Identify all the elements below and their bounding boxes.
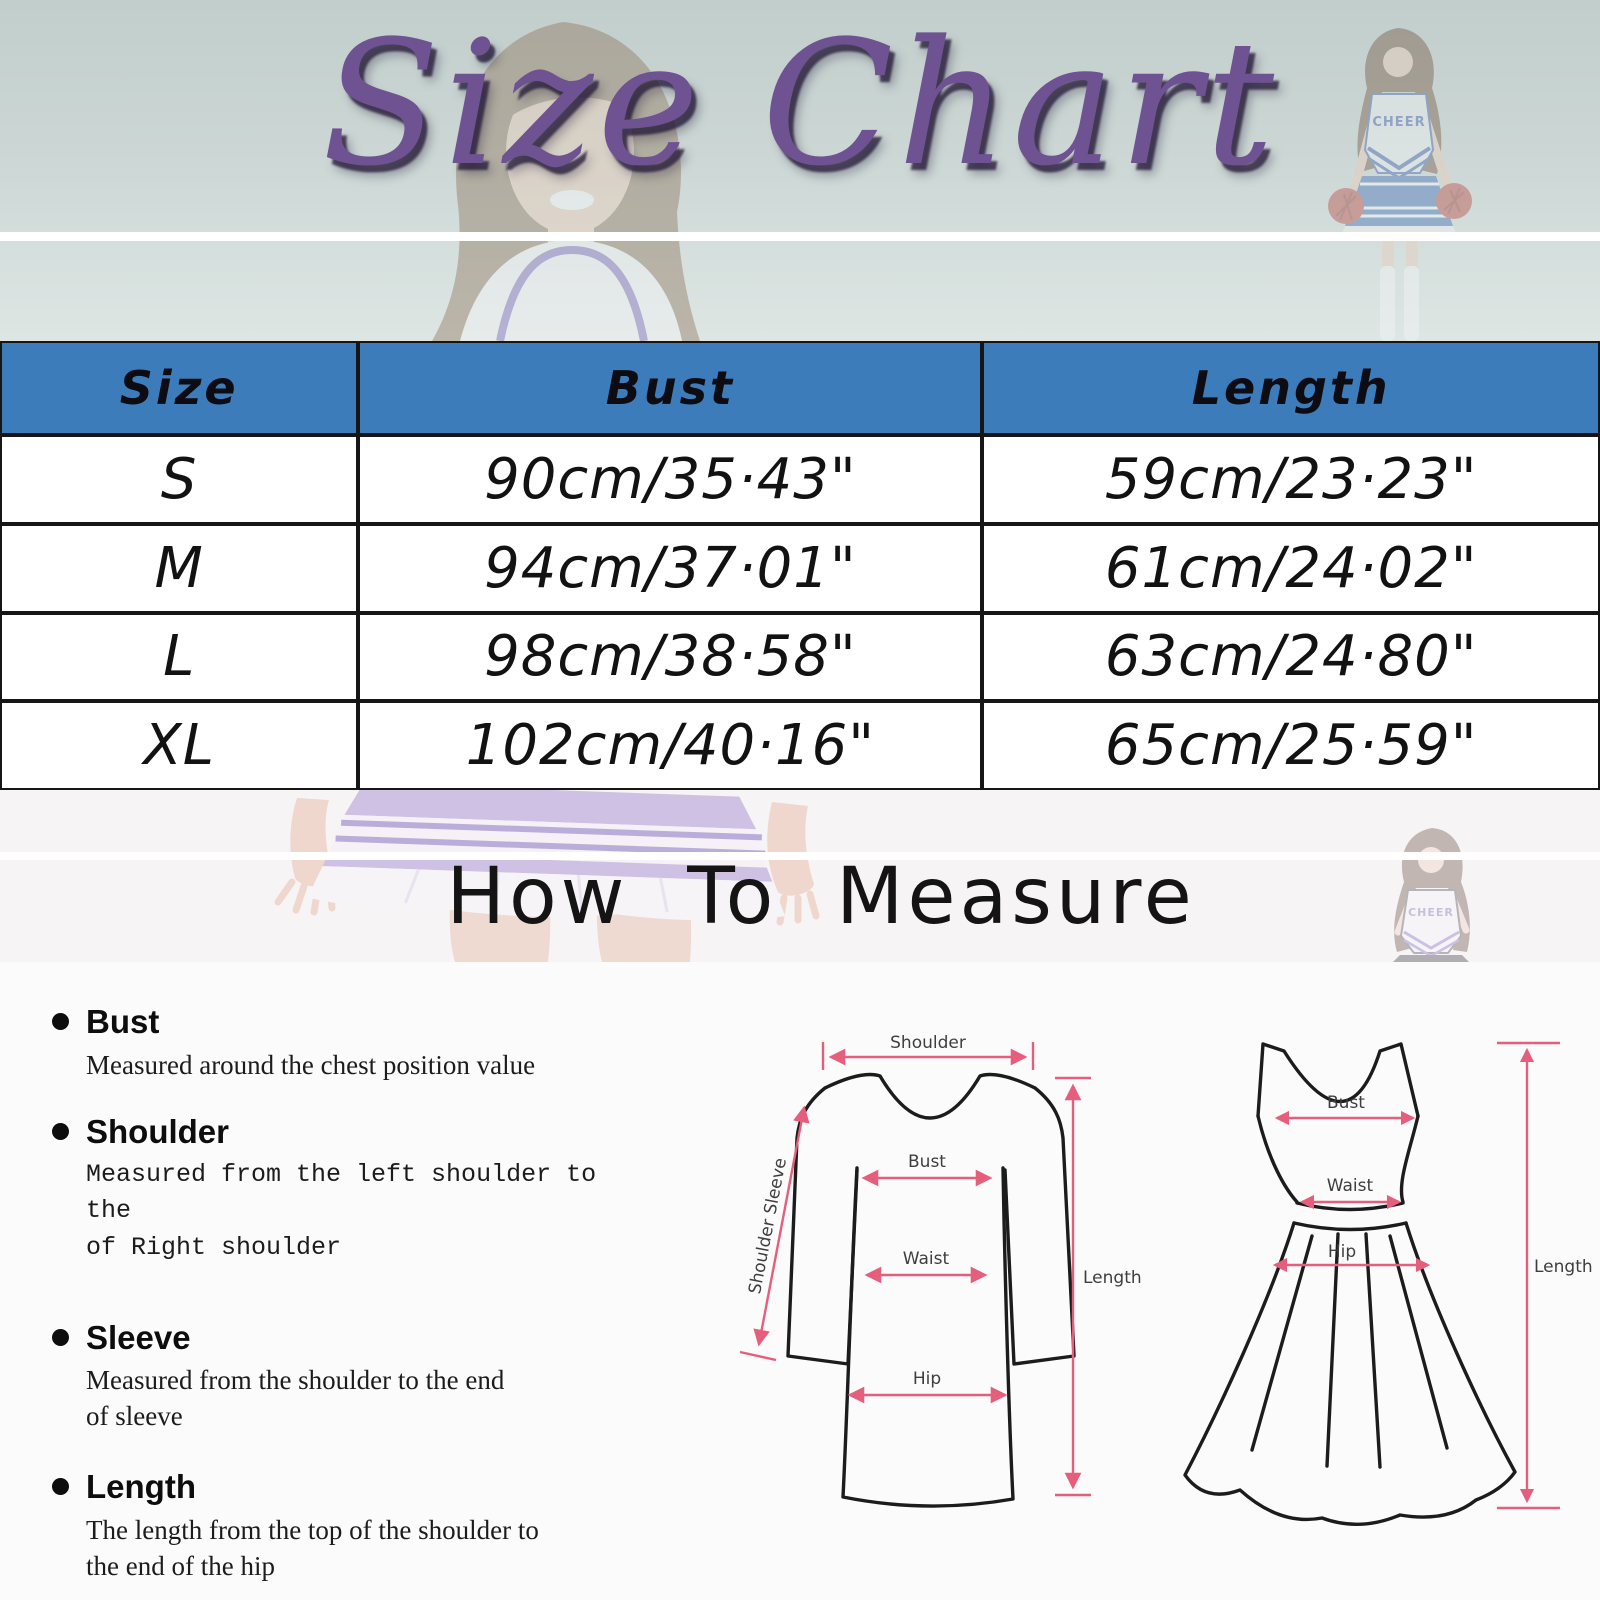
guide-item-label: Sleeve: [86, 1318, 191, 1356]
guide-item-desc: Measured from the left shoulder to the o…: [86, 1157, 648, 1266]
size-table-section: Size Bust Length S 90cm/35·43" 59cm/23·2…: [0, 341, 1600, 790]
cell-length: 59cm/23·23": [982, 435, 1600, 524]
length-label: Length: [1083, 1268, 1142, 1288]
cell-size: S: [0, 435, 359, 524]
cell-bust: 90cm/35·43": [358, 435, 983, 524]
desc-line: Measured from the shoulder to the end: [86, 1365, 505, 1396]
cell-length: 63cm/24·80": [982, 612, 1600, 702]
diagram-long-sleeve-dress: Shoulder Shoulder Sleeve Bust Waist Hip …: [739, 1033, 1142, 1508]
table-row-s: S 90cm/35·43" 59cm/23·23": [0, 435, 1600, 524]
header-cell-size: Size: [0, 341, 359, 435]
guide-item-length: Length The length from the top of the sh…: [48, 1467, 648, 1584]
hip-label: Hip: [1328, 1242, 1356, 1262]
desc-line: the end of the hip: [86, 1550, 275, 1581]
measure-arrows: [1272, 1041, 1560, 1510]
guide-item-label: Bust: [86, 1003, 160, 1040]
shoulder-label: Shoulder: [890, 1033, 966, 1053]
cell-length: 65cm/25·59": [982, 701, 1600, 790]
dress-outline: [786, 1072, 1076, 1508]
guide-item-sleeve: Sleeve Measured from the shoulder to the…: [48, 1318, 648, 1435]
waist-label: Waist: [903, 1249, 950, 1269]
header-cell-bust: Bust: [358, 341, 983, 435]
table-row-xl: XL 102cm/40·16" 65cm/25·59": [0, 701, 1600, 790]
bust-label: Bust: [1327, 1093, 1365, 1113]
jersey-text: CHEER: [1372, 115, 1425, 130]
guide-item-desc: Measured around the chest position value: [86, 1048, 648, 1084]
header-cell-length: Length: [982, 341, 1600, 435]
hero-decor-photos: CHEER: [432, 22, 1472, 341]
guide-item-desc: The length from the top of the shoulder …: [86, 1513, 648, 1585]
waist-label: Waist: [1327, 1176, 1374, 1196]
bullet-dot: [52, 1122, 69, 1140]
table-row-m: M 94cm/37·01" 61cm/24·02": [0, 523, 1600, 613]
measure-guide: Bust Measured around the chest position …: [48, 1002, 648, 1585]
cell-bust: 98cm/38·58": [358, 612, 983, 702]
cell-bust: 94cm/37·01": [358, 523, 983, 613]
jersey-text: CHEER: [1408, 906, 1454, 919]
guide-item-bust: Bust Measured around the chest position …: [48, 1002, 648, 1084]
cell-size: XL: [0, 701, 359, 790]
desc-line: of Right shoulder: [86, 1232, 342, 1262]
desc-line: The length from the top of the shoulder …: [86, 1514, 539, 1545]
length-label: Length: [1534, 1257, 1593, 1277]
guide-item-label: Length: [86, 1468, 196, 1506]
shoulder-sleeve-label: Shoulder Sleeve: [745, 1156, 791, 1295]
cell-size: L: [0, 612, 359, 702]
dress-outline: [1183, 1042, 1517, 1526]
size-table-header-row: Size Bust Length: [0, 341, 1600, 435]
measure-arrows: [739, 1042, 1091, 1497]
cell-length: 61cm/24·02": [982, 523, 1600, 613]
table-row-l: L 98cm/38·58" 63cm/24·80": [0, 612, 1600, 702]
bust-label: Bust: [908, 1152, 946, 1172]
cell-size: M: [0, 523, 359, 613]
page-title: Size Chart: [321, 3, 1279, 204]
hip-label: Hip: [913, 1369, 941, 1389]
desc-line: of sleeve: [86, 1401, 183, 1432]
bullet-dot: [52, 1013, 69, 1030]
bullet-dot: [52, 1328, 69, 1346]
cell-bust: 102cm/40·16": [358, 701, 983, 790]
guide-item-label: Shoulder: [86, 1112, 230, 1150]
size-table: Size Bust Length S 90cm/35·43" 59cm/23·2…: [0, 341, 1600, 790]
desc-line: Measured around the chest position value: [86, 1049, 536, 1080]
hero-section: CHEER Size Chart: [0, 0, 1600, 341]
guide-item-shoulder: Shoulder Measured from the left shoulder…: [48, 1112, 648, 1266]
guide-item-desc: Measured from the shoulder to the end of…: [86, 1363, 648, 1435]
white-stripe-top: [0, 232, 1600, 241]
desc-line: Measured from the left shoulder to the: [86, 1160, 597, 1226]
model-photo: [432, 22, 700, 341]
section-title: How To Measure: [446, 852, 1196, 942]
diagram-flared-dress: Bust Waist Hip Length: [1183, 1041, 1593, 1526]
bullet-dot: [52, 1478, 69, 1496]
white-stripe-middle: [0, 852, 1600, 860]
